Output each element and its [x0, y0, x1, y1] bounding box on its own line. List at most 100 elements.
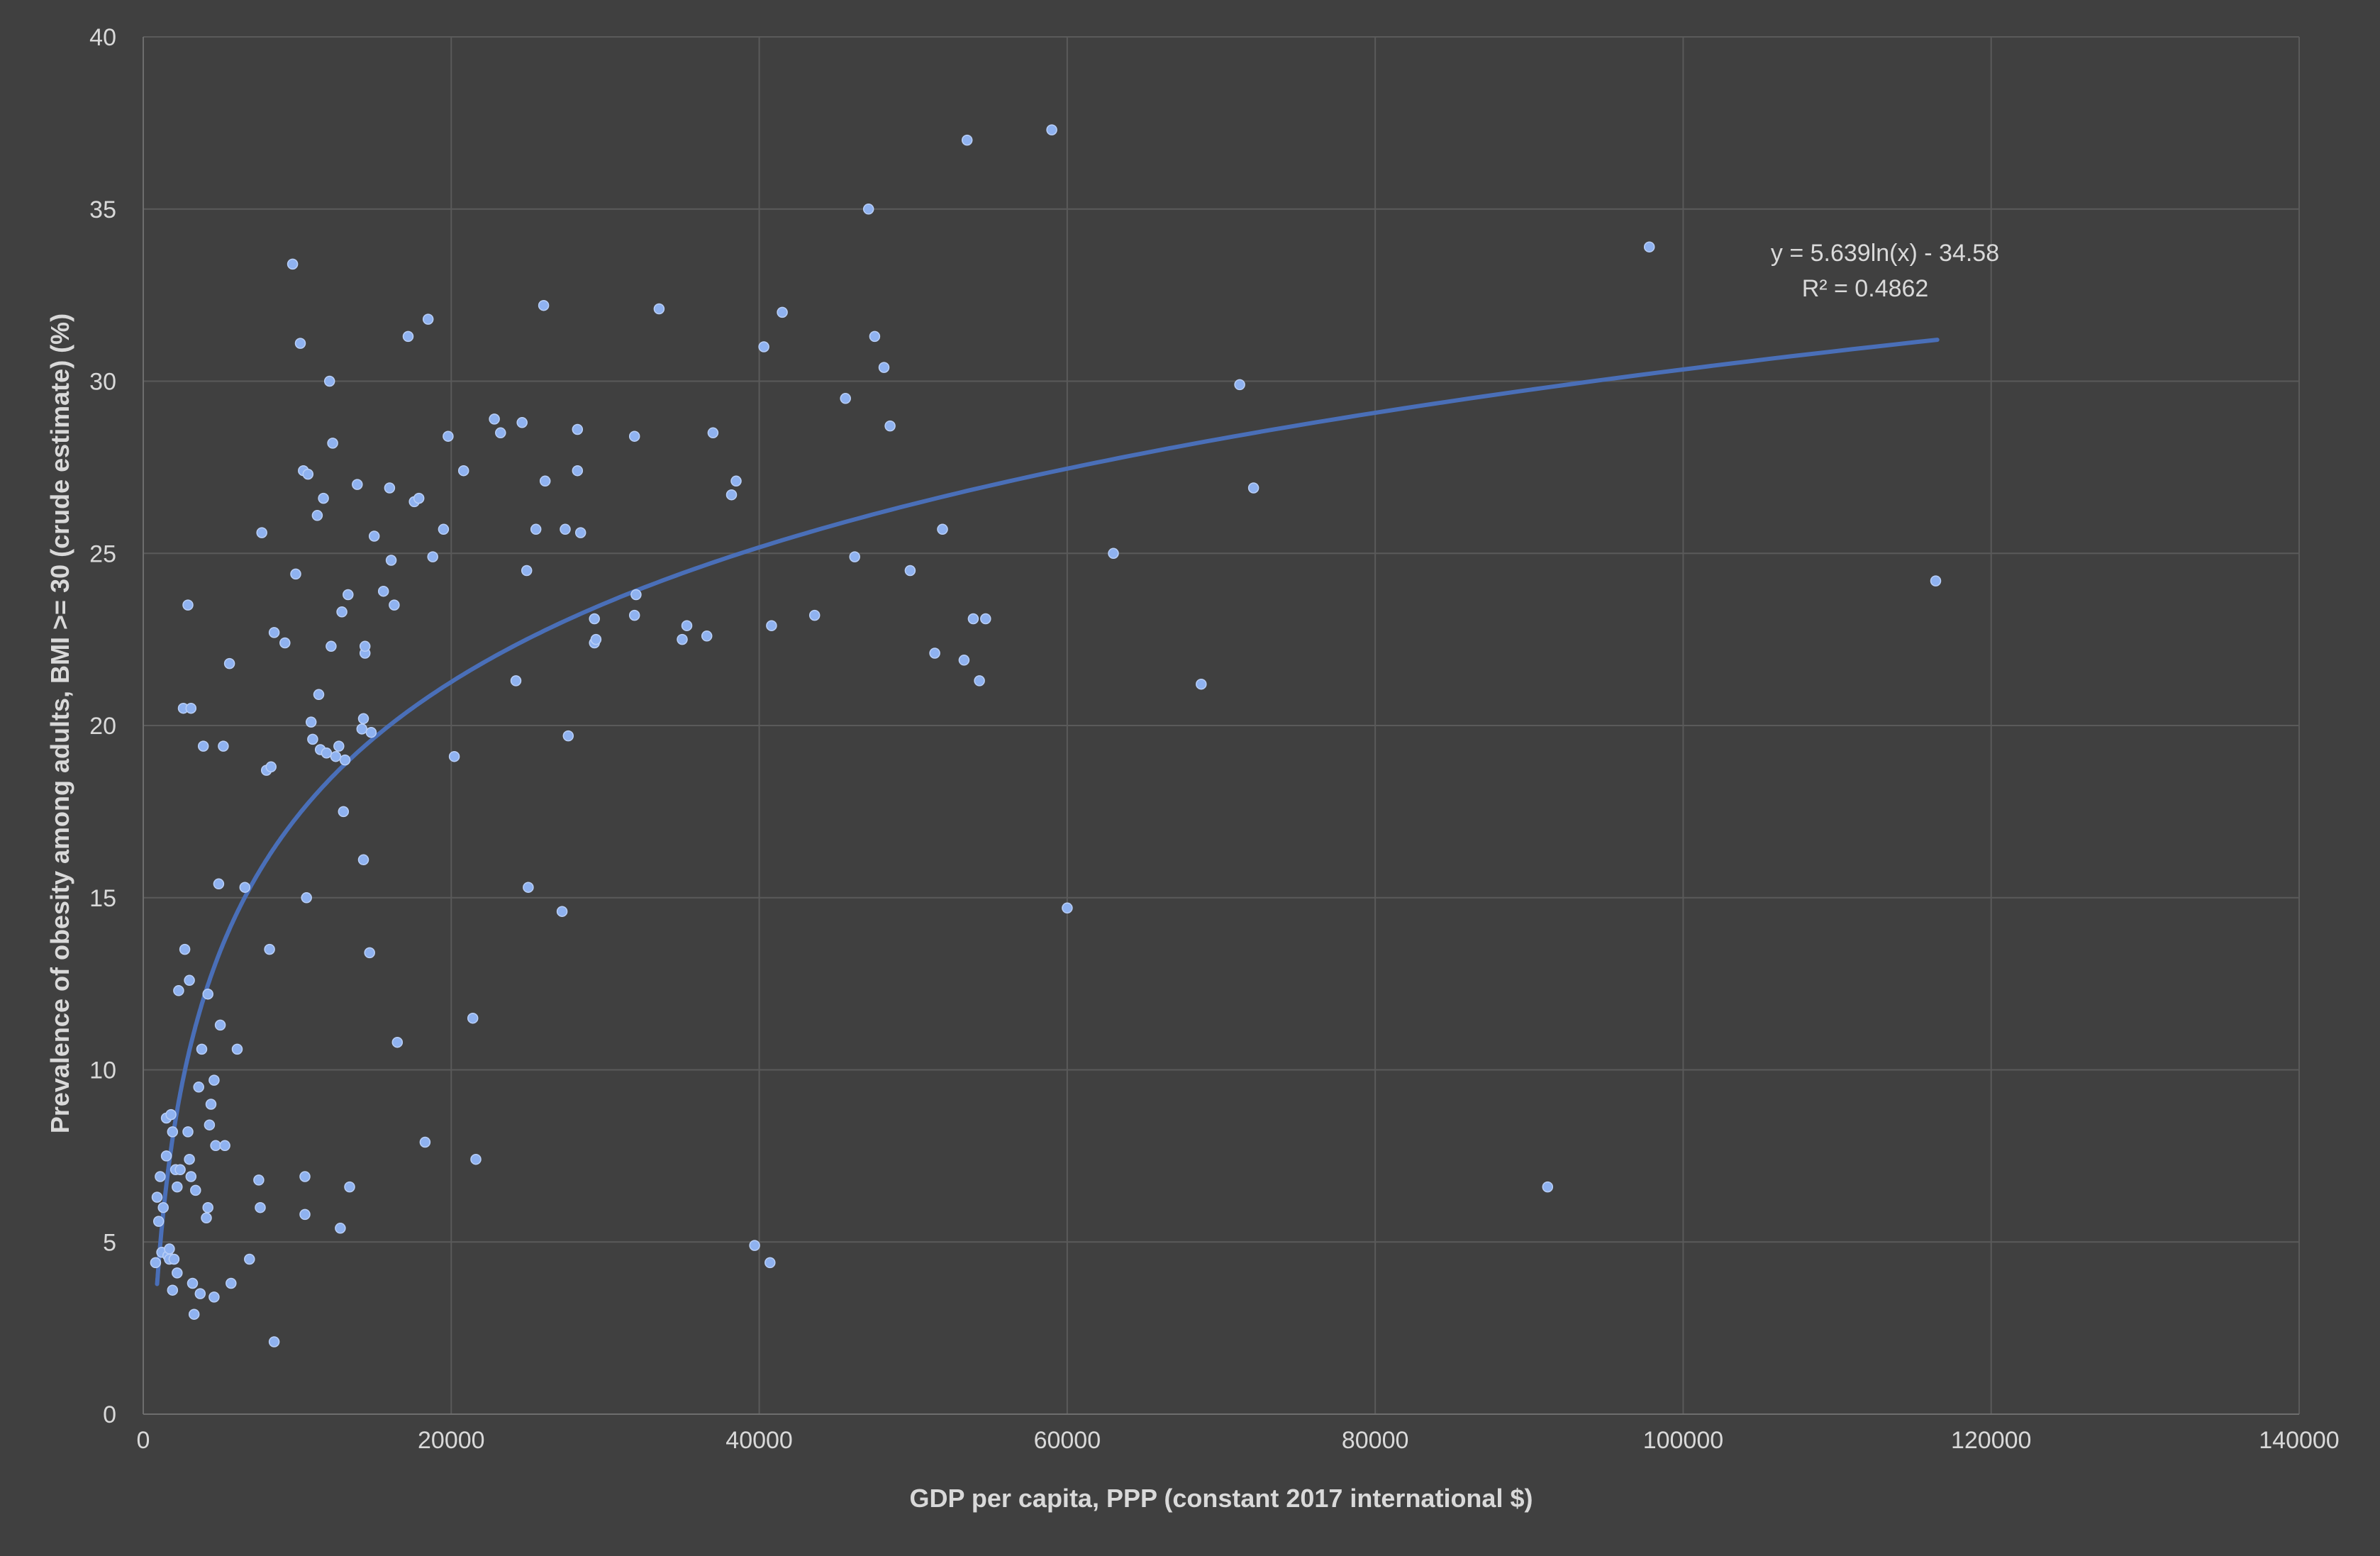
x-tick-label: 120000: [1951, 1427, 2031, 1454]
data-point: [244, 1253, 255, 1265]
data-point: [427, 551, 438, 562]
data-point: [150, 1257, 162, 1269]
data-point: [279, 637, 291, 649]
y-tick-label: 0: [103, 1401, 116, 1428]
axes: [143, 37, 2299, 1415]
data-point: [457, 465, 469, 477]
data-point: [344, 1181, 355, 1193]
data-point: [707, 427, 719, 439]
data-point: [958, 655, 970, 666]
data-point: [929, 648, 940, 659]
data-point: [364, 947, 375, 959]
data-point: [377, 585, 389, 597]
data-point: [208, 1291, 220, 1303]
data-point: [323, 375, 335, 387]
data-point: [182, 599, 194, 611]
data-point: [530, 523, 542, 535]
data-point: [157, 1201, 169, 1213]
data-point: [562, 730, 574, 742]
data-point: [335, 1223, 346, 1234]
data-point: [572, 423, 584, 435]
data-point: [391, 1036, 404, 1048]
data-point: [538, 299, 550, 311]
data-point: [268, 627, 280, 638]
x-tick-label: 80000: [1342, 1427, 1409, 1454]
data-point: [356, 723, 368, 735]
data-point: [385, 555, 397, 566]
data-point: [590, 633, 602, 645]
data-point: [1062, 902, 1073, 914]
data-point: [330, 750, 342, 762]
data-point: [219, 1140, 230, 1152]
data-point: [172, 1267, 183, 1279]
data-point: [307, 733, 318, 745]
data-point: [202, 988, 213, 1000]
data-point: [384, 482, 396, 494]
data-point: [333, 740, 345, 752]
y-tick-label: 15: [89, 885, 116, 912]
data-point: [448, 750, 460, 762]
data-point: [489, 413, 500, 425]
data-point: [808, 609, 821, 621]
data-point: [470, 1153, 482, 1165]
data-point: [628, 430, 640, 442]
data-point: [299, 1171, 311, 1182]
data-point: [869, 330, 881, 343]
data-point: [589, 613, 600, 625]
data-point: [313, 689, 325, 701]
data-point: [223, 657, 235, 669]
data-point: [368, 530, 380, 542]
data-point: [193, 1082, 204, 1093]
data-point: [777, 306, 788, 318]
x-tick-label: 60000: [1034, 1427, 1101, 1454]
data-point: [1247, 482, 1259, 494]
data-point: [523, 882, 534, 893]
data-point: [202, 1201, 213, 1213]
data-point: [422, 313, 434, 325]
y-tick-label: 30: [89, 369, 116, 396]
data-point: [1930, 575, 1942, 587]
data-point: [151, 1191, 163, 1203]
data-point: [628, 609, 640, 621]
data-point: [326, 640, 337, 652]
data-point: [878, 362, 890, 373]
data-point: [184, 974, 195, 987]
data-point: [556, 906, 568, 917]
data-point: [653, 303, 665, 315]
data-point: [343, 589, 354, 601]
data-point: [336, 606, 347, 618]
data-point: [264, 943, 275, 955]
data-point: [758, 341, 769, 352]
data-point: [214, 1019, 226, 1031]
y-tick-label: 25: [89, 540, 116, 567]
data-point: [210, 1140, 221, 1152]
data-point: [218, 740, 229, 752]
data-point: [677, 633, 688, 645]
data-point: [187, 1277, 199, 1289]
data-point: [357, 713, 369, 725]
data-point: [1643, 241, 1655, 252]
data-point: [413, 492, 425, 504]
data-point: [516, 417, 528, 428]
data-point: [256, 527, 267, 538]
data-point: [302, 468, 314, 480]
data-point: [318, 492, 329, 504]
y-tick-label: 35: [89, 196, 116, 223]
data-point: [204, 1119, 216, 1130]
data-point: [265, 761, 277, 773]
data-point: [402, 330, 414, 343]
data-point: [208, 1074, 220, 1086]
data-points: [150, 124, 1942, 1347]
trendline-equation: y = 5.639ln(x) - 34.58: [1771, 240, 1999, 267]
data-point: [681, 620, 693, 631]
data-point: [290, 568, 301, 580]
data-point: [213, 878, 225, 890]
data-point: [327, 438, 338, 449]
data-point: [239, 882, 251, 893]
data-point: [196, 1043, 208, 1055]
data-point: [937, 523, 948, 535]
data-point: [164, 1243, 175, 1255]
data-point: [152, 1216, 165, 1227]
data-point: [766, 620, 777, 631]
